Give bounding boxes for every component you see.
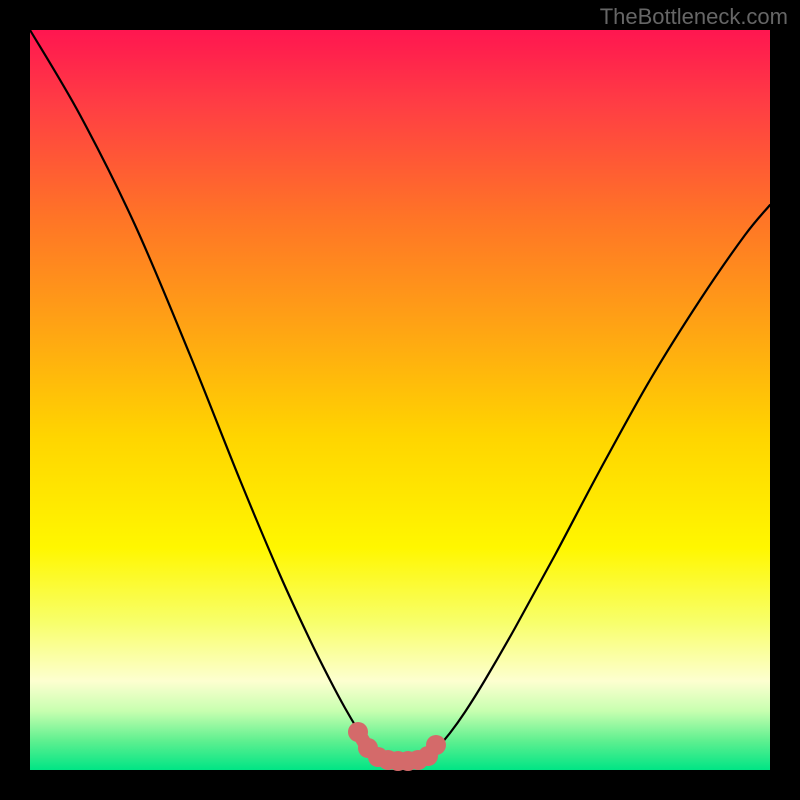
bottleneck-curve-chart: TheBottleneck.com [0,0,800,800]
chart-container: TheBottleneck.com [0,0,800,800]
plot-background [30,30,770,770]
valley-knot [426,735,446,755]
source-watermark: TheBottleneck.com [600,4,788,29]
